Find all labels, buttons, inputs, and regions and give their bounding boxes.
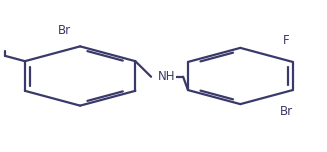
Text: F: F bbox=[283, 34, 289, 47]
Text: Br: Br bbox=[280, 105, 293, 118]
Text: Br: Br bbox=[58, 24, 71, 37]
Text: NH: NH bbox=[158, 70, 176, 83]
